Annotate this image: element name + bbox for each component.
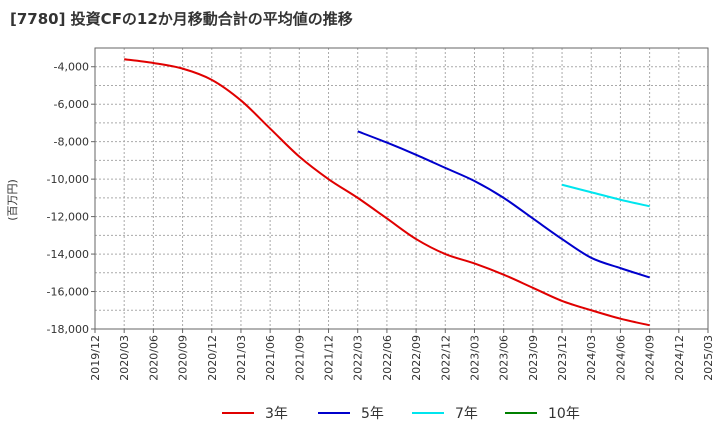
plot-frame [94,47,709,330]
y-tick-label: -10,000 [47,173,89,186]
x-tick-label: 2022/03 [352,335,365,381]
y-tick-label: -12,000 [47,211,89,224]
legend-label: 7年 [455,406,478,422]
x-tick-label: 2020/09 [177,335,190,381]
y-tick-label: -18,000 [47,323,89,336]
legend-label: 10年 [548,406,580,422]
x-tick-label: 2022/12 [439,335,452,381]
x-tick-label: 2023/09 [527,335,540,381]
x-tick-label: 2023/03 [468,335,481,381]
series-line-3年 [124,58,650,327]
x-tick-label: 2021/12 [323,335,336,381]
x-tick-label: 2021/09 [293,335,306,381]
series [124,58,650,327]
x-tick-label: 2024/03 [585,335,598,381]
x-tick-label: 2024/09 [644,335,657,381]
legend-label: 3年 [265,406,288,422]
legend-label: 5年 [361,406,384,422]
x-tick-label: 2024/12 [673,335,686,381]
x-tick-label: 2020/12 [206,335,219,381]
axes: -4,000 -6,000 -8,000 -10,000 -12,000 -14,000 -… [47,47,715,381]
plot-area [95,48,708,329]
x-tick-label: 2022/09 [410,335,423,381]
chart-title: [7780] 投資CFの12か月移動合計の平均値の推移 [10,10,353,28]
y-tick-label: -4,000 [54,61,89,74]
x-tick-label: 2025/03 [702,335,715,381]
y-tick-label: -14,000 [47,248,89,261]
grid [94,47,709,330]
x-tick-label: 2021/03 [235,335,248,381]
y-tick-label: -16,000 [47,286,89,299]
series-line-5年 [357,130,650,279]
x-tick-label: 2021/06 [264,335,277,381]
x-tick-label: 2023/06 [498,335,511,381]
x-tick-label: 2023/12 [556,335,569,381]
x-tick-label: 2020/03 [118,335,131,381]
y-axis-label: (百万円) [6,179,19,221]
series-line-7年 [561,183,650,208]
y-tick-label: -6,000 [54,98,89,111]
legend: 3年 5年 7年 10年 [222,406,580,422]
x-tick-label: 2020/06 [147,335,160,381]
x-tick-label: 2022/06 [381,335,394,381]
y-tick-label: -8,000 [54,136,89,149]
x-tick-label: 2024/06 [614,335,627,381]
x-tick-label: 2019/12 [89,335,102,381]
